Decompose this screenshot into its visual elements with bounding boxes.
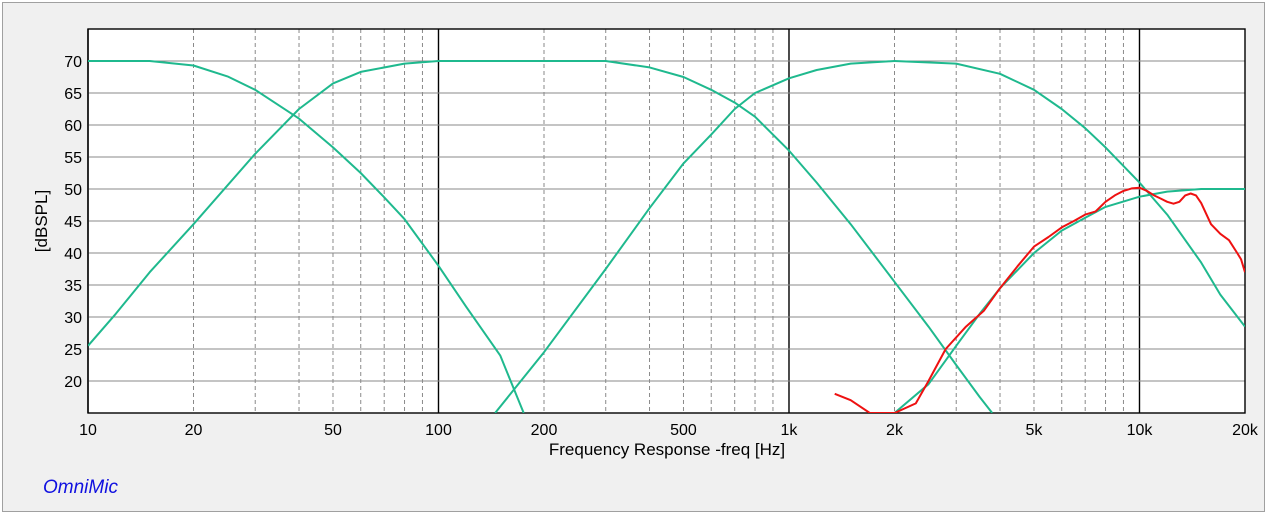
x-tick-label: 100 xyxy=(425,422,452,439)
grid-lines xyxy=(87,28,1246,414)
x-tick-label: 500 xyxy=(670,422,697,439)
y-tick-label: 40 xyxy=(64,246,82,263)
x-tick-label: 10k xyxy=(1127,422,1154,439)
series-line-3 xyxy=(438,60,993,413)
series-line-6 xyxy=(893,188,1245,413)
y-tick-label: 20 xyxy=(64,374,82,391)
y-tick-label: 45 xyxy=(64,214,82,231)
x-tick-label: 10 xyxy=(79,422,97,439)
y-axis-label: [dBSPL] xyxy=(32,190,51,252)
x-tick-label: 2k xyxy=(886,422,904,439)
y-tick-label: 70 xyxy=(64,54,82,71)
y-tick-label: 35 xyxy=(64,278,82,295)
tick-labels: 10 20 50 100 200 500 1k 2k 5k 10k 20k 20 25 30 35 40 45 5… xyxy=(64,54,1259,439)
app-name-label: OmniMic xyxy=(43,477,118,498)
frequency-response-chart: 10 20 50 100 200 500 1k 2k 5k 10k 20k 20 25 30 35 40 45 5… xyxy=(32,28,1259,459)
y-tick-label: 25 xyxy=(64,342,82,359)
x-tick-label: 5k xyxy=(1026,422,1044,439)
y-tick-label: 50 xyxy=(64,182,82,199)
y-tick-label: 55 xyxy=(64,150,82,167)
series-line-5 xyxy=(894,60,1245,328)
series-line-1 xyxy=(88,60,525,413)
series-layer xyxy=(88,60,1245,413)
x-tick-label: 1k xyxy=(781,422,799,439)
x-tick-label: 20k xyxy=(1232,422,1259,439)
series-line-4 xyxy=(494,60,895,413)
x-tick-label: 20 xyxy=(185,422,203,439)
x-axis-label: Frequency Response -freq [Hz] xyxy=(549,440,785,459)
y-tick-label: 65 xyxy=(64,86,82,103)
plot-border xyxy=(87,28,1246,414)
y-tick-label: 30 xyxy=(64,310,82,327)
x-tick-label: 200 xyxy=(531,422,558,439)
y-tick-label: 60 xyxy=(64,118,82,135)
x-tick-label: 50 xyxy=(324,422,342,439)
series-line-7 xyxy=(834,186,1245,413)
series-line-2 xyxy=(88,60,439,347)
